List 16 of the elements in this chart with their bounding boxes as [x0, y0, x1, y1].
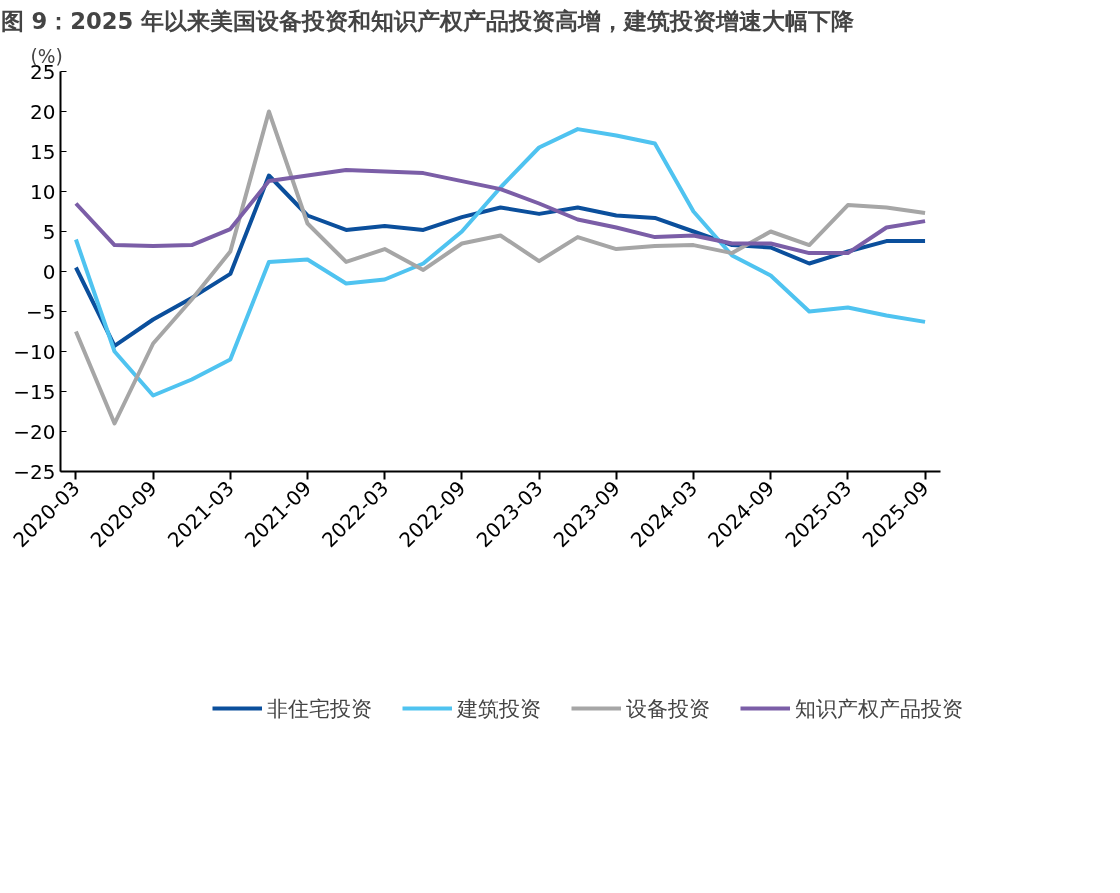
legend-label: 知识产权产品投资 — [795, 694, 964, 723]
legend-label: 设备投资 — [626, 694, 711, 723]
y-tick-label: −15 — [13, 379, 56, 404]
legend-label: 非住宅投资 — [267, 694, 373, 723]
chart-title: 图 9：2025 年以来美国设备投资和知识产权产品投资高增，建筑投资增速大幅下降 — [0, 7, 856, 34]
y-tick-label: 0 — [42, 259, 56, 284]
y-tick-label: −10 — [13, 339, 56, 364]
y-tick-label: 20 — [30, 99, 56, 124]
line-series — [73, 167, 928, 256]
y-tick-label: −25 — [13, 459, 56, 484]
legend-label: 建筑投资 — [457, 694, 542, 723]
y-tick-label: 15 — [30, 139, 56, 164]
y-tick-label: −20 — [13, 419, 56, 444]
y-tick-label: 10 — [30, 179, 56, 204]
y-tick-label: −5 — [26, 299, 56, 324]
y-tick-label: 5 — [42, 219, 56, 244]
